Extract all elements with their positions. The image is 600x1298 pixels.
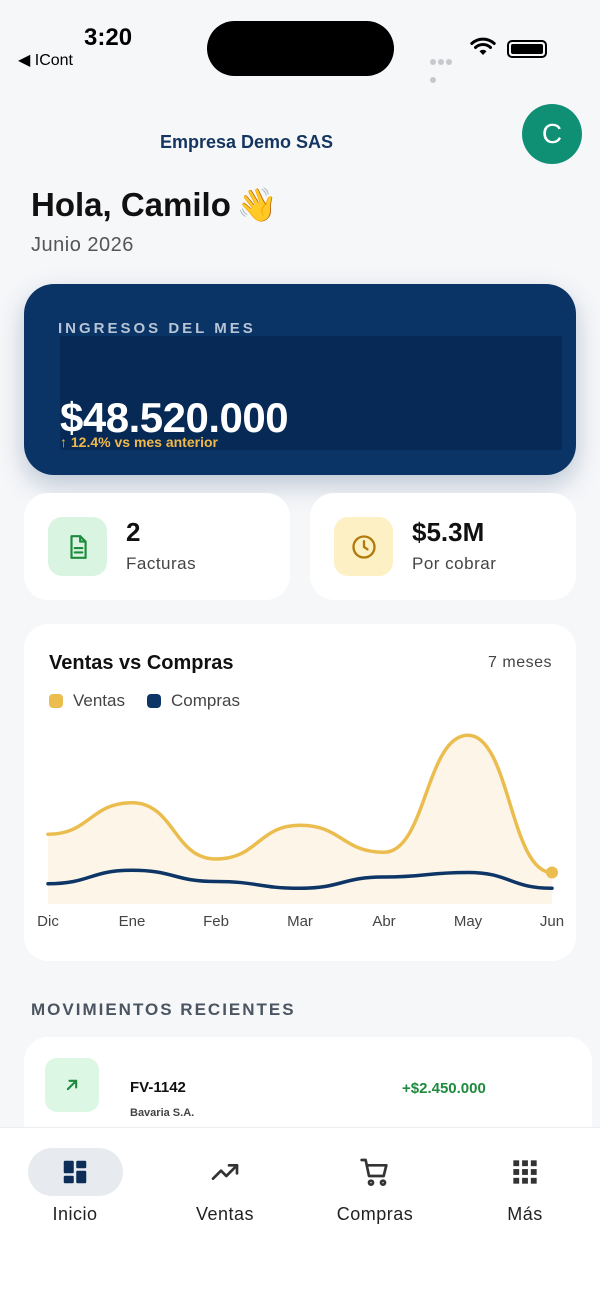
invoices-card[interactable]: 2 Facturas: [24, 493, 290, 600]
wave-emoji: 👋: [236, 186, 278, 223]
income-change: ↑ 12.4% vs mes anterior: [60, 434, 218, 450]
greeting-text: Hola, Camilo: [31, 186, 231, 223]
chart-title: Ventas vs Compras: [49, 652, 234, 674]
chart-legend: Ventas Compras: [49, 691, 262, 711]
tab-label-inicio: Inicio: [52, 1204, 98, 1224]
signal-icon: [430, 52, 460, 83]
x-tick-label: Abr: [372, 913, 395, 930]
x-tick-label: Jun: [540, 913, 564, 930]
status-bar: 3:20 ◀ ICont: [0, 0, 600, 83]
legend-swatch-compras: [147, 694, 161, 708]
dynamic-island: [207, 21, 394, 76]
sales-purchases-chart-card: Ventas vs Compras 7 meses Ventas Compras…: [24, 624, 576, 961]
series-line-compras: [46, 868, 554, 891]
legend-item-compras: Compras: [147, 691, 240, 711]
series-area-ventas: [48, 735, 552, 904]
receivables-card[interactable]: $5.3M Por cobrar: [310, 493, 576, 600]
cart-icon: [328, 1148, 423, 1196]
battery-icon: [507, 40, 547, 58]
income-amount: $48.520.000: [60, 394, 289, 441]
movement-amount: +$2.450.000: [402, 1080, 486, 1097]
x-tick-label: Feb: [203, 913, 229, 930]
grid-icon: [478, 1148, 573, 1196]
tab-label-mas: Más: [507, 1204, 543, 1224]
income-card-inner: [60, 336, 562, 450]
tab-label-ventas: Ventas: [195, 1204, 255, 1224]
data-point-ventas-last[interactable]: [546, 866, 558, 879]
movement-party: Bavaria S.A.: [130, 1107, 195, 1119]
monthly-income-card[interactable]: INGRESOS DEL MES $48.520.000 ↑ 12.4% vs …: [24, 284, 576, 475]
x-tick-label: Ene: [119, 913, 146, 930]
movement-code: FV-1142: [130, 1079, 186, 1096]
tab-compras[interactable]: Compras: [300, 1148, 450, 1225]
legend-label-ventas: Ventas: [73, 691, 125, 710]
current-period: Junio 2026: [31, 234, 134, 256]
company-name[interactable]: Empresa Demo SAS: [160, 132, 334, 152]
arrow-up-right-icon: [45, 1058, 99, 1112]
x-tick-label: May: [454, 913, 483, 930]
area-chart: Dic Ene Feb Mar Abr May Jun: [37, 733, 564, 930]
legend-label-compras: Compras: [171, 691, 240, 710]
chart-range[interactable]: 7 meses: [488, 654, 552, 671]
income-label: INGRESOS DEL MES: [58, 320, 256, 337]
receivables-label: Por cobrar: [412, 554, 497, 573]
receivables-amount: $5.3M: [412, 517, 485, 547]
clock-icon: [334, 517, 393, 576]
tab-label-compras: Compras: [336, 1204, 414, 1224]
series-line-ventas: [46, 733, 554, 875]
recent-movements-title: MOVIMIENTOS RECIENTES: [31, 1000, 296, 1019]
legend-swatch-ventas: [49, 694, 63, 708]
greeting-title: Hola, Camilo 👋: [31, 186, 278, 225]
avatar[interactable]: C: [522, 104, 582, 164]
tab-ventas[interactable]: Ventas: [150, 1148, 300, 1225]
wifi-icon: [470, 37, 496, 55]
tab-mas[interactable]: Más: [450, 1148, 600, 1225]
dashboard-icon: [27, 1148, 123, 1196]
x-tick-label: Mar: [287, 913, 313, 930]
invoices-count: 2: [126, 517, 141, 547]
bottom-tab-bar: Inicio Ventas Compras Más: [0, 1128, 600, 1298]
document-icon: [48, 517, 107, 576]
trending-up-icon: [178, 1148, 273, 1196]
tab-inicio[interactable]: Inicio: [0, 1148, 150, 1225]
list-item[interactable]: FV-1142 Bavaria S.A. +$2.450.000: [24, 1037, 592, 1137]
x-tick-label: Dic: [37, 913, 59, 930]
back-to-app-link[interactable]: ◀ ICont: [18, 52, 73, 69]
status-time: 3:20: [84, 24, 133, 51]
legend-item-ventas: Ventas: [49, 691, 125, 711]
invoices-label: Facturas: [126, 554, 197, 573]
